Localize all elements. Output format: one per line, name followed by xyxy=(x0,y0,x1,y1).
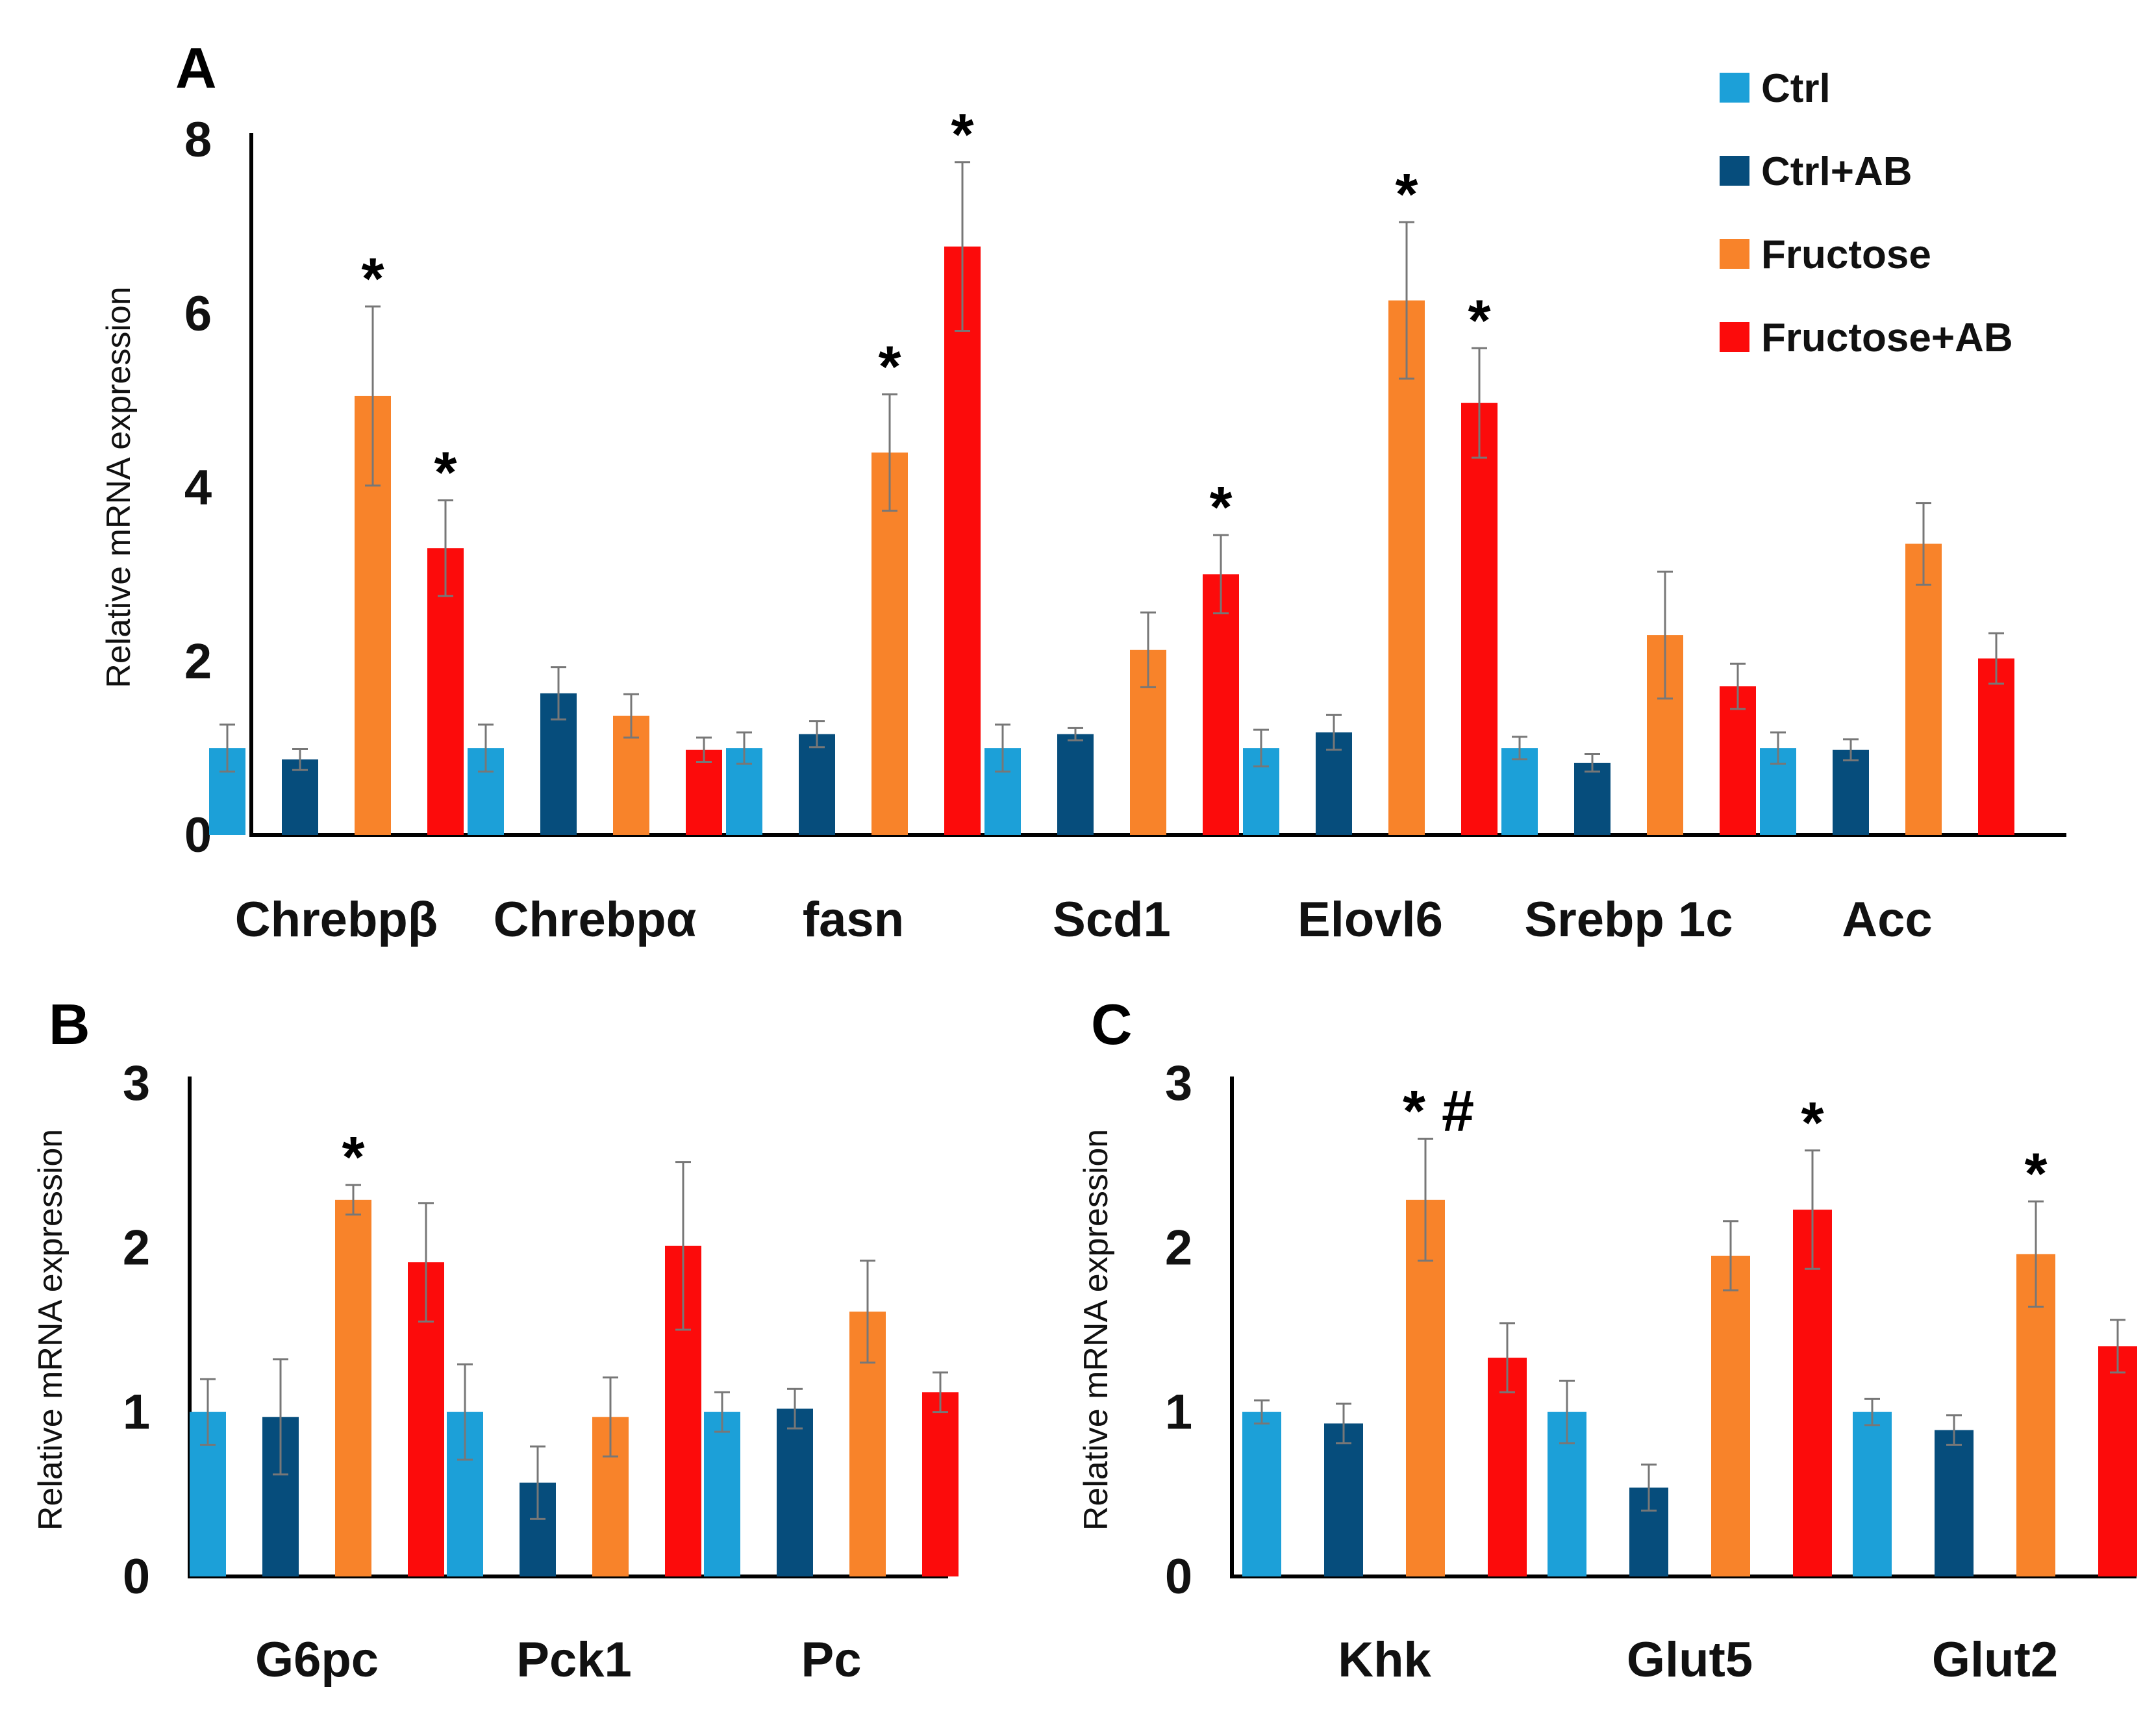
y-tick-label: 2 xyxy=(184,634,212,689)
significance-marker: * xyxy=(1395,162,1418,227)
panel-letter: A xyxy=(175,36,217,100)
significance-marker: * xyxy=(1801,1091,1824,1156)
bar xyxy=(944,246,981,835)
y-axis-label: Relative mRNA expression xyxy=(32,1129,69,1530)
y-tick-label: 3 xyxy=(1165,1056,1192,1111)
y-tick-label: 0 xyxy=(123,1549,150,1604)
bar xyxy=(1793,1210,1832,1576)
legend-swatch xyxy=(1720,322,1749,352)
category-label: G6pc xyxy=(255,1632,379,1687)
legend-swatch xyxy=(1720,73,1749,103)
category-label: Scd1 xyxy=(1053,892,1171,947)
panel-a: A 0 2 4 6 8 Relative mRNA expression Chrebpβ Chr… xyxy=(100,36,2066,947)
legend: Ctrl Ctrl+AB Fructose Fructose+AB xyxy=(1720,66,2013,360)
bar xyxy=(335,1199,371,1576)
significance-marker: * xyxy=(1468,288,1490,353)
category-label: Srebp 1c xyxy=(1524,892,1733,947)
panel-letter: B xyxy=(49,992,90,1056)
category-label: Elovl6 xyxy=(1297,892,1443,947)
category-label: Pck1 xyxy=(516,1632,632,1687)
bar xyxy=(1488,1358,1527,1576)
y-tick-label: 4 xyxy=(184,460,212,516)
bar xyxy=(1720,686,1756,835)
significance-marker: * xyxy=(878,334,901,399)
y-tick-label: 1 xyxy=(1165,1385,1192,1440)
category-label: Pc xyxy=(801,1632,862,1687)
significance-marker: * xyxy=(1209,475,1232,540)
legend-label: Ctrl xyxy=(1761,66,1831,111)
bar xyxy=(799,734,835,835)
bar xyxy=(1501,748,1538,835)
category-label: Chrebpβ xyxy=(235,892,438,947)
significance-marker: * # xyxy=(1403,1079,1474,1144)
y-tick-label: 1 xyxy=(123,1385,150,1440)
bar xyxy=(777,1408,813,1576)
significance-marker: * xyxy=(361,247,384,312)
bar xyxy=(1935,1430,1974,1576)
significance-marker: * xyxy=(2024,1141,2047,1206)
category-label: Acc xyxy=(1842,892,1932,947)
y-tick-label: 6 xyxy=(184,286,212,342)
y-tick-label: 3 xyxy=(123,1056,150,1111)
bar xyxy=(282,759,318,835)
legend-label: Ctrl+AB xyxy=(1761,149,1912,194)
bar xyxy=(704,1412,740,1576)
panel-letter: C xyxy=(1091,992,1133,1056)
legend-label: Fructose+AB xyxy=(1761,316,2013,360)
category-label: Khk xyxy=(1338,1632,1431,1687)
bar xyxy=(2098,1346,2137,1576)
y-tick-label: 0 xyxy=(1165,1549,1192,1604)
bar xyxy=(2016,1254,2055,1576)
bar xyxy=(1905,543,1942,835)
category-label: Chrebpα xyxy=(494,892,697,947)
significance-marker: * xyxy=(342,1125,364,1190)
category-label: fasn xyxy=(803,892,904,947)
bar xyxy=(1406,1199,1445,1576)
bar xyxy=(1833,749,1869,835)
bar xyxy=(1461,403,1498,835)
category-label: Glut5 xyxy=(1627,1632,1753,1687)
y-tick-label: 2 xyxy=(123,1220,150,1275)
y-axis-label: Relative mRNA expression xyxy=(1077,1129,1115,1530)
bar xyxy=(1057,734,1094,835)
legend-swatch xyxy=(1720,239,1749,269)
bar xyxy=(686,749,722,835)
y-tick-label: 0 xyxy=(184,808,212,863)
significance-marker: * xyxy=(434,441,457,506)
bar xyxy=(1324,1423,1363,1576)
significance-marker: * xyxy=(951,103,973,168)
panel-b: B 0 1 2 3 Relative mRNA expression G6pc Pck1 Pc * xyxy=(32,992,959,1687)
bar xyxy=(922,1392,959,1576)
bar xyxy=(1853,1412,1892,1576)
bar xyxy=(1203,574,1239,835)
bar xyxy=(1388,300,1425,835)
y-tick-label: 2 xyxy=(1165,1220,1192,1275)
legend-swatch xyxy=(1720,156,1749,186)
bar xyxy=(1978,658,2014,835)
bar xyxy=(871,452,908,835)
y-axis-label: Relative mRNA expression xyxy=(100,286,138,688)
bar xyxy=(1242,1412,1281,1576)
legend-label: Fructose xyxy=(1761,232,1931,277)
bar xyxy=(1574,762,1611,835)
category-label: Glut2 xyxy=(1932,1632,2058,1687)
panel-c: C 0 1 2 3 Relative mRNA expression Khk Glut5 Glu… xyxy=(1077,992,2137,1687)
y-tick-label: 8 xyxy=(184,112,212,168)
bar xyxy=(1711,1256,1750,1576)
